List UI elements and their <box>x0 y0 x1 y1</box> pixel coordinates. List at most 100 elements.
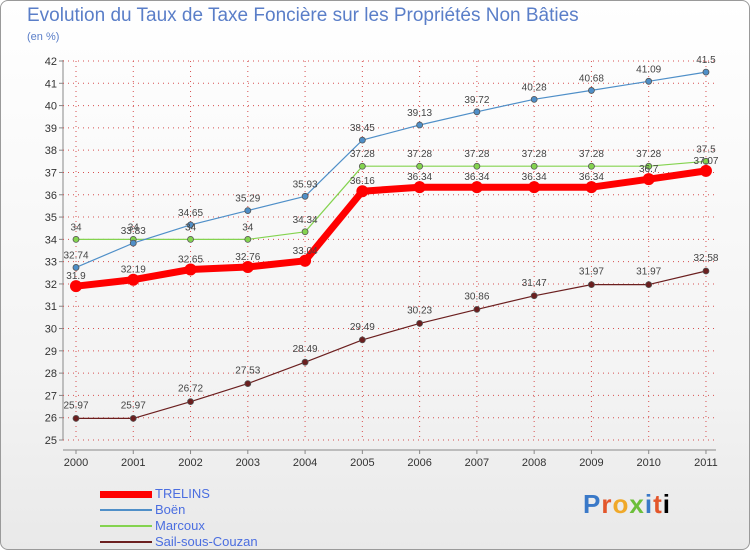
y-tick-label: 30 <box>45 324 57 336</box>
data-point-Boën <box>530 95 538 103</box>
x-tick-label: 2008 <box>522 457 546 469</box>
data-label-Marcoux: 37.28 <box>522 149 547 160</box>
data-point-Marcoux <box>244 235 252 243</box>
data-point-Sail-sous-Couzan <box>72 414 80 422</box>
data-label-Sail-sous-Couzan: 32.58 <box>693 253 718 264</box>
data-label-Sail-sous-Couzan: 31.47 <box>522 278 547 289</box>
data-point-Boën <box>301 192 309 200</box>
data-label-Sail-sous-Couzan: 31.97 <box>636 267 661 278</box>
x-tick-label: 2004 <box>293 457 317 469</box>
series-line-TRELINS <box>75 167 707 290</box>
x-tick-label: 2001 <box>121 457 145 469</box>
legend-label: TRELINS <box>155 486 210 501</box>
data-label-Marcoux: 34.34 <box>293 215 318 226</box>
data-point-Boën <box>187 221 194 229</box>
data-label-Marcoux: 37.5 <box>696 144 716 155</box>
data-label-Boën: 32.74 <box>63 250 88 261</box>
y-tick-label: 31 <box>45 301 57 313</box>
y-tick-label: 26 <box>45 413 57 425</box>
series-line-Boën <box>75 71 707 268</box>
data-label-TRELINS: 36.34 <box>464 172 489 183</box>
data-label-TRELINS: 36.34 <box>407 172 432 183</box>
data-label-Marcoux: 37.28 <box>579 149 604 160</box>
data-point-TRELINS <box>413 181 426 194</box>
y-tick-label: 29 <box>45 346 57 358</box>
data-label-Sail-sous-Couzan: 28.49 <box>293 344 318 355</box>
data-label-Marcoux: 34 <box>185 222 197 233</box>
data-point-Boën <box>72 264 80 271</box>
data-label-Boën: 39.72 <box>464 95 489 106</box>
data-label-Boën: 41.09 <box>636 64 661 75</box>
data-point-Boën <box>358 136 366 144</box>
data-label-Sail-sous-Couzan: 25.97 <box>121 400 146 411</box>
data-label-Sail-sous-Couzan: 29.49 <box>350 322 375 333</box>
data-label-Marcoux: 37.28 <box>350 149 375 160</box>
data-point-TRELINS <box>299 254 312 267</box>
data-label-Sail-sous-Couzan: 31.97 <box>579 267 604 278</box>
legend-swatch <box>100 490 152 498</box>
data-label-Boën: 39.13 <box>407 108 432 119</box>
data-point-TRELINS <box>470 181 483 194</box>
data-label-Boën: 38.45 <box>350 123 375 134</box>
data-point-Sail-sous-Couzan <box>473 305 481 313</box>
x-tick-label: 2006 <box>407 457 431 469</box>
y-tick-label: 25 <box>45 435 57 447</box>
data-point-Boën <box>702 68 710 76</box>
data-point-Marcoux <box>702 157 710 165</box>
y-tick-label: 33 <box>45 257 57 269</box>
data-point-Marcoux <box>187 235 194 243</box>
data-label-Sail-sous-Couzan: 30.86 <box>464 291 489 302</box>
data-point-Sail-sous-Couzan <box>645 281 653 289</box>
y-tick-label: 42 <box>45 56 57 68</box>
y-tick-label: 39 <box>45 123 57 135</box>
data-point-TRELINS <box>127 273 140 286</box>
data-label-Boën: 33.83 <box>121 226 146 237</box>
legend-swatch <box>100 509 152 511</box>
data-label-TRELINS: 32.19 <box>121 265 146 276</box>
data-label-Boën: 34.65 <box>178 208 203 219</box>
y-tick-label: 37 <box>45 167 57 179</box>
data-label-Boën: 40.68 <box>579 73 604 84</box>
data-point-TRELINS <box>241 260 254 273</box>
data-label-Sail-sous-Couzan: 30.23 <box>407 305 432 316</box>
data-point-Boën <box>416 121 424 129</box>
legend-swatch <box>100 541 152 543</box>
data-label-Marcoux: 34 <box>242 222 254 233</box>
data-label-Marcoux: 37.28 <box>464 149 489 160</box>
y-tick-label: 32 <box>45 279 57 291</box>
data-label-Boën: 40.28 <box>522 82 547 93</box>
data-label-TRELINS: 32.76 <box>235 252 260 263</box>
y-unit-label: (en %) <box>27 31 60 43</box>
data-label-Sail-sous-Couzan: 27.53 <box>235 366 260 377</box>
x-tick-label: 2009 <box>579 457 603 469</box>
data-point-Sail-sous-Couzan <box>358 336 366 344</box>
data-point-Sail-sous-Couzan <box>187 398 194 406</box>
data-label-Boën: 35.93 <box>293 179 318 190</box>
data-point-Marcoux <box>473 162 481 170</box>
data-label-TRELINS: 31.9 <box>66 271 86 282</box>
y-tick-label: 35 <box>45 212 57 224</box>
data-point-Marcoux <box>301 228 309 236</box>
y-tick-label: 40 <box>45 101 57 113</box>
data-label-TRELINS: 36.7 <box>639 164 659 175</box>
data-point-Boën <box>473 108 481 116</box>
legend-label: Sail-sous-Couzan <box>155 534 258 549</box>
y-tick-label: 34 <box>45 234 57 246</box>
data-label-TRELINS: 36.34 <box>522 172 547 183</box>
series-line-Sail-sous-Couzan <box>76 270 707 419</box>
data-point-TRELINS <box>70 280 82 293</box>
data-point-TRELINS <box>585 181 598 194</box>
x-tick-label: 2003 <box>236 457 260 469</box>
x-tick-label: 2000 <box>64 457 88 469</box>
data-point-Marcoux <box>72 235 80 243</box>
data-label-TRELINS: 37.07 <box>693 156 718 167</box>
data-point-Boën <box>645 77 653 85</box>
x-tick-label: 2010 <box>636 457 660 469</box>
data-label-Sail-sous-Couzan: 25.97 <box>63 400 88 411</box>
data-point-TRELINS <box>699 164 712 177</box>
data-point-TRELINS <box>528 181 541 194</box>
data-label-Sail-sous-Couzan: 26.72 <box>178 384 203 395</box>
data-label-TRELINS: 36.16 <box>350 176 375 187</box>
